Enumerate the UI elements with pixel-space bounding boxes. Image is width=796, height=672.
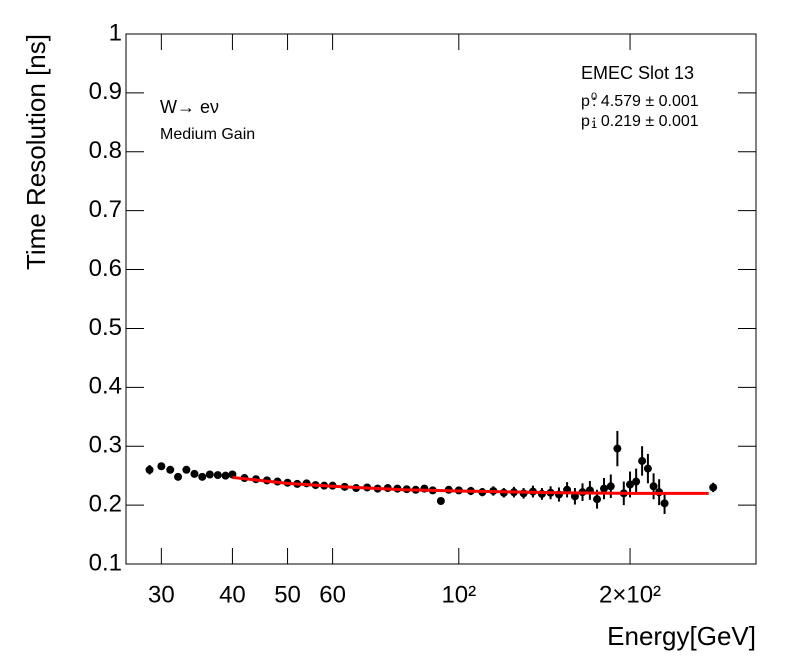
x-tick-label: 40 (219, 581, 246, 608)
data-point (213, 471, 222, 480)
y-tick-label: 0.1 (89, 549, 122, 576)
y-tick-label: 0.7 (89, 196, 122, 223)
fit-param-symbol: p (581, 93, 590, 110)
y-tick-label: 0.2 (89, 490, 122, 517)
data-point (436, 496, 445, 505)
data-point (613, 444, 622, 453)
fit-param-index: 1 (591, 119, 597, 131)
data-point (221, 471, 230, 480)
y-tick-label: 0.9 (89, 78, 122, 105)
fit-param-index: 0 (591, 91, 597, 103)
x-tick-label: 50 (274, 581, 301, 608)
data-point (174, 472, 183, 481)
data-point (166, 465, 175, 474)
data-point (626, 480, 635, 489)
data-point (593, 495, 602, 504)
data-point (205, 470, 214, 479)
x-tick-label: 2×10² (599, 581, 661, 608)
data-point (632, 477, 641, 486)
y-tick-label: 0.4 (89, 373, 122, 400)
gain-label: Medium Gain (160, 126, 255, 143)
y-axis-label: Time Resolution [ns] (21, 34, 51, 270)
y-tick-label: 0.8 (89, 137, 122, 164)
x-tick-label: 10² (441, 581, 476, 608)
y-tick-label: 0.3 (89, 432, 122, 459)
data-point (198, 472, 207, 481)
y-tick-label: 1 (109, 19, 122, 46)
data-point (649, 482, 658, 491)
data-point (643, 464, 652, 473)
data-point (600, 484, 609, 493)
data-point (606, 482, 615, 491)
data-point (145, 465, 154, 474)
data-point (660, 499, 669, 508)
slot-label: EMEC Slot 13 (581, 63, 694, 83)
fit-line (232, 475, 709, 495)
y-tick-label: 0.6 (89, 255, 122, 282)
fit-param-symbol: p (581, 113, 590, 130)
data-point (638, 456, 647, 465)
fit-param-text: : 4.579 ± 0.001 (592, 93, 699, 110)
plot-frame (125, 33, 757, 565)
x-tick-label: 60 (319, 581, 346, 608)
data-point (709, 483, 718, 492)
fit-param-text: : 0.219 ± 0.001 (592, 113, 699, 130)
y-tick-label: 0.5 (89, 314, 122, 341)
process-label: W→ eν (160, 97, 219, 117)
data-point (157, 462, 166, 471)
data-point (190, 469, 199, 478)
x-axis-label: Energy[GeV] (607, 621, 756, 651)
x-tick-label: 30 (148, 581, 175, 608)
data-point (182, 465, 191, 474)
